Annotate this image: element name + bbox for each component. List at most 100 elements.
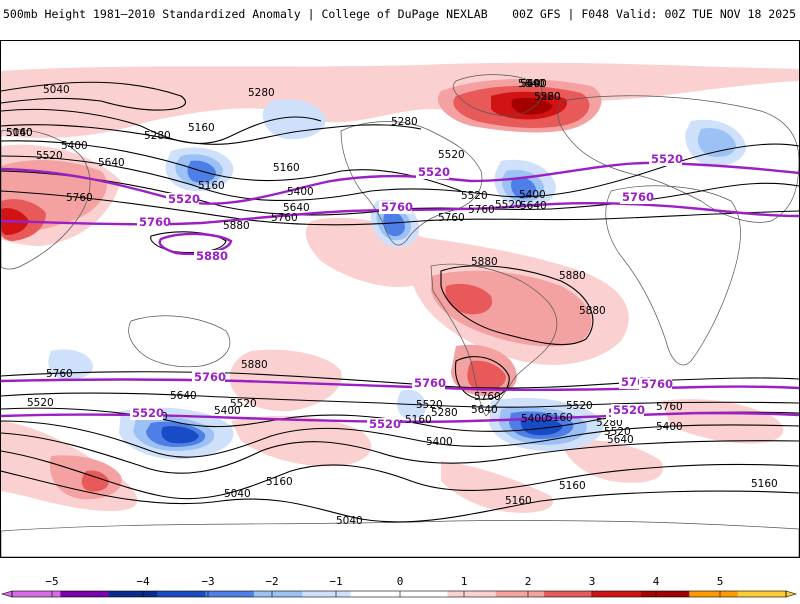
height-label: 5760 <box>438 212 465 224</box>
positive-anomaly <box>81 470 109 492</box>
key-contour-label: 5760 <box>194 370 226 384</box>
key-contour-label: 5520 <box>613 403 645 417</box>
height-label: 5520 <box>36 150 63 162</box>
height-label: 5040 <box>43 84 70 96</box>
colorbar-tick-label: −5 <box>45 575 58 588</box>
height-label: 5280 <box>431 407 458 419</box>
height-label: 5400 <box>521 413 548 425</box>
anomaly-map[interactable]: 5040 528051605400528055205640576051605160… <box>1 41 799 557</box>
colorbar-bin <box>640 591 690 597</box>
contour-5760 <box>1 190 799 226</box>
height-label: 5760 <box>46 368 73 380</box>
colorbar-bin <box>592 591 642 597</box>
height-label: 5160 <box>273 162 300 174</box>
height-label: 5880 <box>559 270 586 282</box>
height-contour-labels: 5040 528051605400528055205640576051605160… <box>6 78 778 527</box>
height-label: 5520 <box>438 149 465 161</box>
height-label: 5400 <box>214 405 241 417</box>
negative-anomaly <box>48 349 93 380</box>
colorbar-bin <box>205 591 255 597</box>
height-label: 5520 <box>461 190 488 202</box>
height-label: 5280 <box>248 87 275 99</box>
colorbar-bin <box>495 591 545 597</box>
height-label: 5160 <box>505 495 532 507</box>
height-label: 5040 <box>6 127 33 139</box>
contour-5280-sh <box>1 432 799 474</box>
key-contour-label: 5760 <box>641 377 673 391</box>
map-panel[interactable]: 5040 5280 5160 5400 5280 5520 5640 5760 5160 5160… <box>0 40 800 558</box>
key-contour-label: 5520 <box>369 417 401 431</box>
positive-anomaly <box>561 439 663 483</box>
contour-5280 <box>1 124 422 145</box>
key-contour-label: 5760 <box>414 376 446 390</box>
colorbar-tick-label: −2 <box>265 575 278 588</box>
height-label: 5280 <box>144 130 171 142</box>
height-label: 5160 <box>405 414 432 426</box>
height-label: 5400 <box>520 78 547 90</box>
height-label: 5160 <box>266 476 293 488</box>
height-label: 5880 <box>579 305 606 317</box>
colorbar-bin <box>350 591 400 597</box>
colorbar-tick-label: 4 <box>653 575 660 588</box>
colorbar-tick-label: 2 <box>525 575 532 588</box>
height-label: 5520 <box>230 398 257 410</box>
key-contour-labels: 5520 5520 5520 5520 5760 5760 5760 5760 5880 5760… <box>130 152 683 431</box>
negative-anomaly <box>520 416 563 436</box>
height-label: 5760 <box>474 391 501 403</box>
key-contour-label: 5520 <box>168 192 200 206</box>
positive-anomaly <box>661 399 784 444</box>
height-label: 5160 <box>751 478 778 490</box>
height-label: 5880 <box>241 359 268 371</box>
negative-anomaly <box>511 177 536 199</box>
height-label: 5400 <box>656 421 683 433</box>
key-contour-label: 5520 <box>651 152 683 166</box>
height-label: 5160 <box>559 480 586 492</box>
map-title: 500mb Height 1981–2010 Standardized Anom… <box>3 7 488 21</box>
height-label: 5160 <box>188 122 215 134</box>
height-label: 5040 <box>336 515 363 527</box>
height-label: 5640 <box>518 78 545 90</box>
height-contours <box>1 81 799 523</box>
coastline-asia-east <box>1 129 91 270</box>
colorbar-bin <box>737 591 787 597</box>
positive-anomaly <box>467 360 506 391</box>
height-label: 5160 <box>198 180 225 192</box>
contour-5040-sh <box>1 470 799 523</box>
colorbar-tick-label: −4 <box>136 575 150 588</box>
colorbar-max-arrow <box>785 590 798 598</box>
positive-anomaly <box>441 461 553 513</box>
height-label: 5640 <box>607 434 634 446</box>
key-contour-label: 5520 <box>418 165 450 179</box>
header: 500mb Height 1981–2010 Standardized Anom… <box>0 0 800 28</box>
positive-anomaly <box>445 283 493 315</box>
key-contour-label: 5760 <box>622 190 654 204</box>
height-label: 5520 <box>495 199 522 211</box>
height-label: 5400 <box>61 140 88 152</box>
colorbar-min-arrow <box>0 590 13 598</box>
height-label: 5760 <box>66 192 93 204</box>
height-label: 5640 <box>520 200 547 212</box>
key-contour-label: 5760 <box>139 215 171 229</box>
colorbar-tick-label: −3 <box>201 575 214 588</box>
height-label: 5760 <box>656 401 683 413</box>
colorbar-graphic: −5 −4 −3 −2 −1 0 1 2 3 4 5 <box>0 575 798 598</box>
purple-5760-sh <box>1 378 799 392</box>
colorbar-bin <box>302 591 352 597</box>
positive-anomaly <box>1 62 799 138</box>
anomaly-shading <box>1 62 799 513</box>
negative-anomaly <box>161 426 199 444</box>
coastline-south-america <box>430 263 558 417</box>
contour-5880-sa <box>440 265 594 346</box>
height-label: 5400 <box>426 436 453 448</box>
colorbar-bin <box>689 591 739 597</box>
colorbar-tick-label: 1 <box>461 575 468 588</box>
colorbar-tick-label: 5 <box>717 575 724 588</box>
height-label: 5640 <box>520 78 547 90</box>
height-label: 5880 <box>223 220 250 232</box>
height-label: 5400 <box>287 186 314 198</box>
colorbar-tick-label: −1 <box>329 575 342 588</box>
colorbar-bin <box>544 591 593 597</box>
height-label: 5520 <box>604 426 631 438</box>
height-label: 5640 <box>471 404 498 416</box>
contour-5160-sh <box>1 450 799 500</box>
